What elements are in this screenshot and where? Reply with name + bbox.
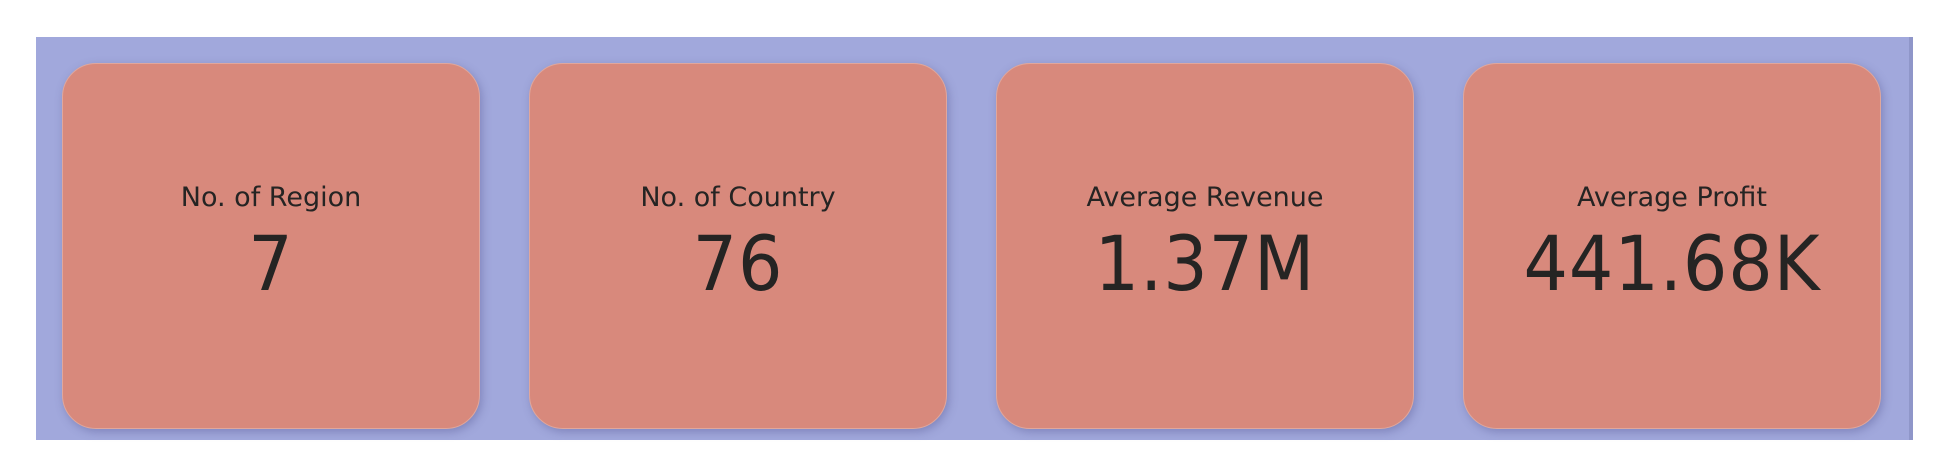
kpi-card-value: 1.37M: [1094, 219, 1316, 308]
kpi-card-label: Average Profit: [1577, 182, 1767, 213]
kpi-card-region-count[interactable]: No. of Region 7: [62, 63, 480, 429]
kpi-card-label: No. of Country: [640, 182, 836, 213]
kpi-card-value: 441.68K: [1523, 219, 1821, 308]
kpi-card-value: 7: [248, 219, 294, 308]
kpi-card-label: Average Revenue: [1086, 182, 1324, 213]
kpi-card-average-profit[interactable]: Average Profit 441.68K: [1463, 63, 1881, 429]
kpi-card-value: 76: [692, 219, 784, 308]
kpi-card-country-count[interactable]: No. of Country 76: [529, 63, 947, 429]
kpi-card-label: No. of Region: [180, 182, 362, 213]
kpi-card-panel: No. of Region 7 No. of Country 76 Averag…: [36, 37, 1913, 440]
kpi-card-average-revenue[interactable]: Average Revenue 1.37M: [996, 63, 1414, 429]
